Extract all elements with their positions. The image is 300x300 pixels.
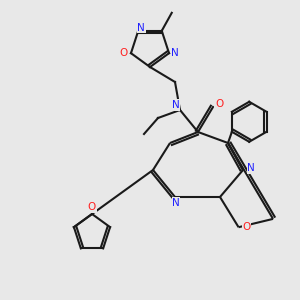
- Text: N: N: [137, 23, 145, 33]
- Text: O: O: [120, 48, 128, 58]
- Text: O: O: [88, 202, 96, 212]
- Text: O: O: [242, 222, 251, 232]
- Text: N: N: [247, 163, 255, 173]
- Text: N: N: [172, 100, 180, 110]
- Text: N: N: [172, 198, 180, 208]
- Text: O: O: [215, 99, 223, 109]
- Text: N: N: [171, 48, 179, 58]
